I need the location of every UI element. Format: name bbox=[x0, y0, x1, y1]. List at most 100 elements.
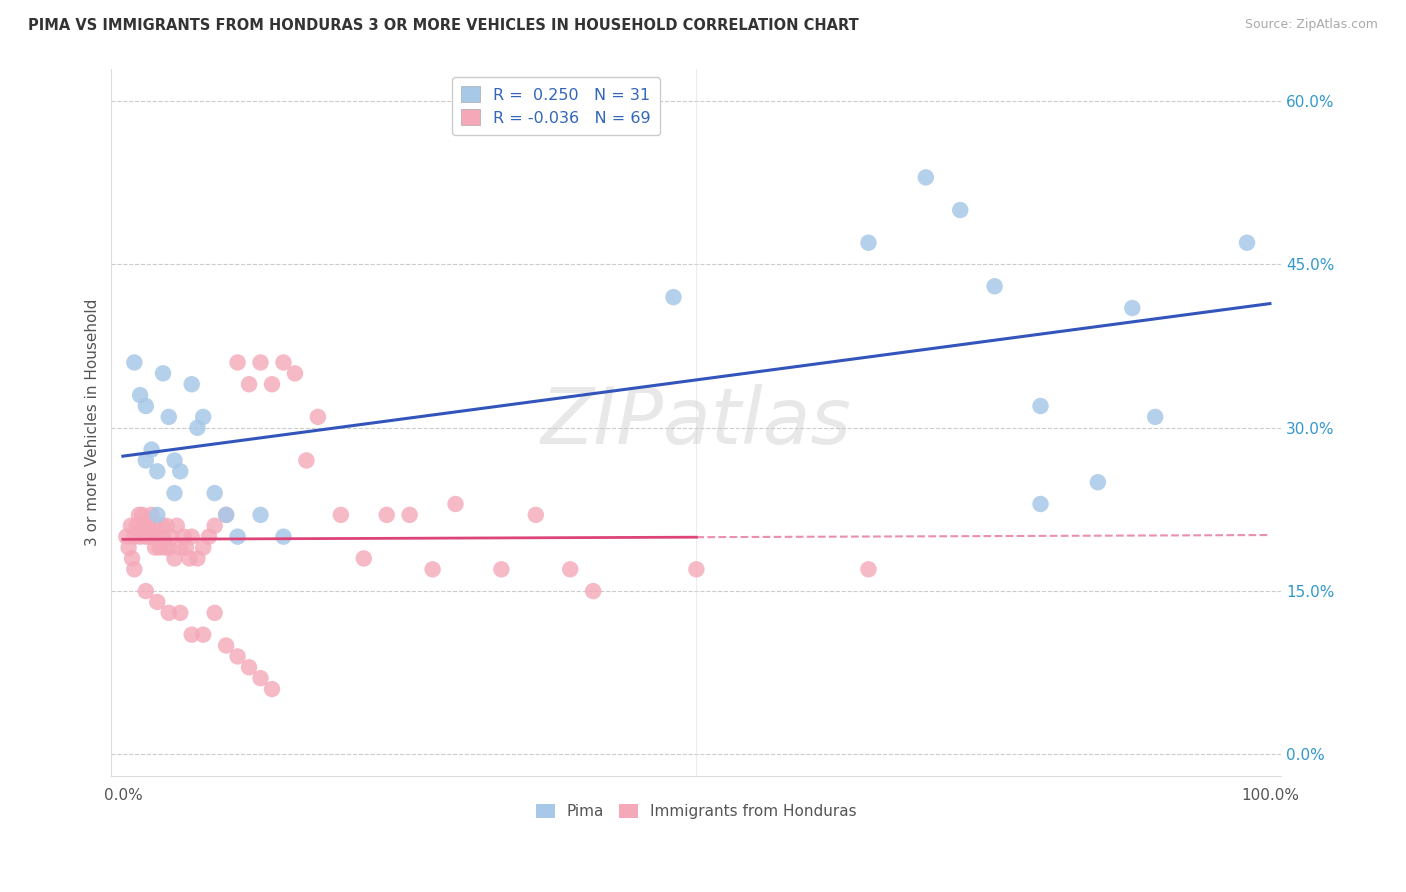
Point bbox=[193, 409, 215, 424]
Point bbox=[163, 551, 186, 566]
Point bbox=[983, 279, 1005, 293]
Point bbox=[204, 518, 226, 533]
Point bbox=[141, 442, 163, 457]
Point bbox=[193, 627, 215, 641]
Point bbox=[215, 508, 238, 522]
Point bbox=[173, 530, 195, 544]
Point bbox=[157, 541, 180, 555]
Point bbox=[858, 562, 880, 576]
Point bbox=[226, 355, 249, 369]
Point bbox=[398, 508, 420, 522]
Point bbox=[249, 671, 271, 685]
Point bbox=[169, 464, 191, 478]
Point bbox=[129, 388, 152, 402]
Point bbox=[582, 584, 605, 599]
Point bbox=[115, 530, 138, 544]
Point bbox=[284, 367, 307, 381]
Point bbox=[152, 530, 174, 544]
Point bbox=[163, 453, 186, 467]
Point bbox=[215, 639, 238, 653]
Point bbox=[204, 606, 226, 620]
Point bbox=[166, 518, 188, 533]
Point bbox=[249, 508, 271, 522]
Point bbox=[141, 508, 163, 522]
Text: ZIPatlas: ZIPatlas bbox=[541, 384, 852, 460]
Point bbox=[121, 551, 143, 566]
Point bbox=[160, 530, 183, 544]
Point bbox=[142, 518, 165, 533]
Point bbox=[180, 627, 202, 641]
Point bbox=[193, 541, 215, 555]
Point bbox=[124, 355, 146, 369]
Point bbox=[186, 421, 208, 435]
Point bbox=[186, 551, 208, 566]
Point bbox=[1121, 301, 1143, 315]
Point bbox=[491, 562, 513, 576]
Point bbox=[129, 530, 152, 544]
Point bbox=[273, 530, 295, 544]
Point bbox=[163, 486, 186, 500]
Point bbox=[124, 530, 146, 544]
Point bbox=[1087, 475, 1109, 490]
Text: PIMA VS IMMIGRANTS FROM HONDURAS 3 OR MORE VEHICLES IN HOUSEHOLD CORRELATION CHA: PIMA VS IMMIGRANTS FROM HONDURAS 3 OR MO… bbox=[28, 18, 859, 33]
Point bbox=[155, 541, 177, 555]
Point bbox=[198, 530, 221, 544]
Point bbox=[1029, 399, 1052, 413]
Point bbox=[444, 497, 467, 511]
Point bbox=[1236, 235, 1258, 250]
Point bbox=[125, 518, 148, 533]
Point bbox=[238, 660, 260, 674]
Point bbox=[135, 584, 157, 599]
Point bbox=[238, 377, 260, 392]
Point bbox=[249, 355, 271, 369]
Point bbox=[135, 453, 157, 467]
Point bbox=[135, 399, 157, 413]
Point bbox=[375, 508, 398, 522]
Point bbox=[136, 518, 159, 533]
Point bbox=[179, 551, 201, 566]
Point bbox=[180, 377, 202, 392]
Point bbox=[149, 541, 172, 555]
Point bbox=[560, 562, 582, 576]
Point bbox=[1144, 409, 1167, 424]
Point bbox=[307, 409, 329, 424]
Point bbox=[422, 562, 444, 576]
Point bbox=[1029, 497, 1052, 511]
Point bbox=[135, 530, 157, 544]
Point bbox=[353, 551, 375, 566]
Point bbox=[124, 562, 146, 576]
Point bbox=[949, 202, 972, 217]
Point bbox=[685, 562, 707, 576]
Point bbox=[152, 367, 174, 381]
Point bbox=[146, 530, 169, 544]
Point bbox=[117, 541, 139, 555]
Point bbox=[295, 453, 318, 467]
Point bbox=[146, 464, 169, 478]
Point bbox=[914, 170, 936, 185]
Point bbox=[132, 518, 155, 533]
Point bbox=[128, 508, 150, 522]
Point bbox=[260, 682, 283, 697]
Point bbox=[662, 290, 685, 304]
Point bbox=[155, 518, 177, 533]
Point bbox=[157, 606, 180, 620]
Point bbox=[204, 486, 226, 500]
Point bbox=[858, 235, 880, 250]
Point bbox=[524, 508, 547, 522]
Point bbox=[226, 530, 249, 544]
Point bbox=[169, 606, 191, 620]
Legend: Pima, Immigrants from Honduras: Pima, Immigrants from Honduras bbox=[530, 797, 863, 825]
Point bbox=[174, 541, 197, 555]
Point bbox=[260, 377, 283, 392]
Point bbox=[150, 518, 173, 533]
Y-axis label: 3 or more Vehicles in Household: 3 or more Vehicles in Household bbox=[86, 299, 100, 546]
Point bbox=[329, 508, 352, 522]
Point bbox=[169, 541, 191, 555]
Point bbox=[120, 518, 142, 533]
Point bbox=[273, 355, 295, 369]
Point bbox=[131, 508, 153, 522]
Point bbox=[157, 409, 180, 424]
Point bbox=[226, 649, 249, 664]
Point bbox=[146, 595, 169, 609]
Point bbox=[180, 530, 202, 544]
